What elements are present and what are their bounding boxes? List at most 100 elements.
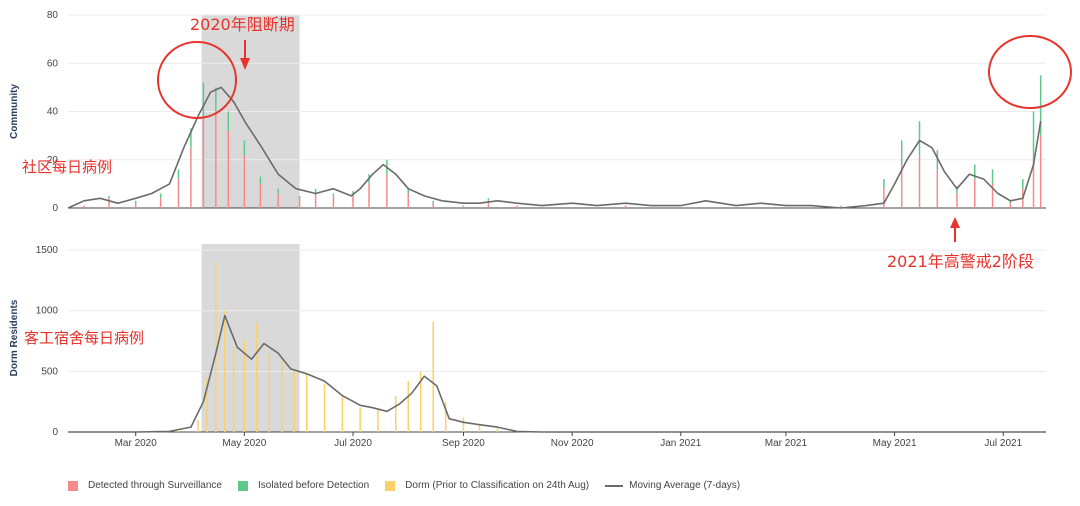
legend-swatch-moving-average [605,484,624,487]
bar-dorm [243,341,246,432]
bar-isolated [936,150,939,170]
bar-isolated [407,188,410,194]
bar-surveillance [134,203,137,208]
bar-surveillance [900,164,903,208]
x-tick-label: Jan 2021 [660,438,702,449]
bar-isolated [314,188,317,194]
bar-isolated [1039,75,1042,136]
bar-surveillance [243,154,246,208]
bar-dorm [256,322,258,432]
bar-isolated [332,193,335,196]
x-tick-label: Sep 2020 [442,438,485,449]
panel-dorm: 0 500 1000 1500 Dorm Residents [9,244,1046,438]
bar-dorm [377,410,379,432]
moving-average-line [67,86,1042,209]
bar-surveillance [386,174,388,208]
bar-isolated [487,198,490,201]
y-tick-label: 80 [47,10,59,21]
bar-dorm [462,417,465,432]
bar-dorm [323,383,326,432]
y-tick-label: 40 [47,107,59,118]
bar-surveillance [956,193,958,208]
bar-isolated [227,111,230,131]
bar-surveillance [883,188,885,208]
panel-community: 0 20 40 60 80 Community [9,10,1046,214]
bar-surveillance [432,203,434,208]
legend-label-dorm: Dorm (Prior to Classification on 24th Au… [405,480,590,491]
bar-isolated [1022,179,1024,189]
bar-isolated [134,200,137,204]
legend-item-surveillance[interactable]: Detected through Surveillance [68,480,222,491]
bar-surveillance [202,116,205,208]
highlight-circle-2021 [988,35,1072,109]
bar-surveillance [918,154,921,208]
bar-surveillance [83,205,85,208]
bar-surveillance [215,111,217,208]
bar-dorm [478,424,481,432]
bar-surveillance [277,193,279,208]
bar-surveillance [314,193,317,208]
bar-isolated [177,169,180,180]
bar-dorm [215,262,217,432]
bar-surveillance [190,147,192,208]
legend-item-isolated[interactable]: Isolated before Detection [237,480,370,491]
legend-label-surveillance: Detected through Surveillance [88,480,222,491]
bar-isolated [108,195,110,199]
annotation-community-daily: 社区每日病例 [22,158,112,176]
y-tick-label: 0 [52,203,58,214]
bar-isolated [202,82,205,117]
x-tick-label: May 2020 [222,438,266,449]
legend-swatch-surveillance [68,480,78,491]
bar-isolated [956,186,958,194]
chart-legend: Detected through Surveillance Isolated b… [68,480,756,491]
y-tick-label: 500 [41,366,58,377]
bar-surveillance [487,200,490,208]
bar-dorm [444,401,447,432]
bar-surveillance [298,198,301,208]
x-tick-label: Jul 2021 [984,438,1022,449]
bar-surveillance [407,193,410,208]
x-tick-label: Jul 2020 [334,438,372,449]
legend-label-isolated: Isolated before Detection [257,480,370,491]
annotation-dorm-daily: 客工宿舍每日病例 [24,329,144,347]
bar-surveillance [1039,135,1042,208]
bar-dorm [341,395,344,432]
y-tick-label: 1000 [36,306,59,317]
bar-dorm [224,310,226,432]
bar-dorm [268,353,271,432]
x-tick-label: Mar 2020 [115,438,158,449]
bar-dorm [496,428,499,432]
legend-label-moving-average: Moving Average (7-days) [629,480,741,491]
bar-dorm [395,395,397,432]
legend-item-dorm[interactable]: Dorm (Prior to Classification on 24th Au… [385,480,589,491]
bar-dorm [359,407,361,432]
bar-surveillance [840,205,842,208]
y-tick-label: 0 [52,427,58,438]
bar-isolated [991,169,994,184]
bar-isolated [1032,111,1035,160]
bar-surveillance [332,195,335,208]
bar-isolated [900,140,903,165]
bar-dorm [281,359,283,432]
bar-dorm [177,430,180,432]
bar-isolated [298,195,301,199]
bar-isolated [277,188,279,194]
bar-isolated [432,200,434,204]
bar-surveillance [259,183,262,208]
bar-surveillance [108,198,110,208]
bar-surveillance [936,169,939,208]
bar-surveillance [352,195,354,208]
bar-isolated [973,164,976,180]
x-tick-label: May 2021 [873,438,917,449]
bar-surveillance [159,198,162,208]
y-axis-title: Community [9,84,20,139]
bar-dorm [197,419,199,432]
highlight-circle-2020 [157,41,237,119]
bar-surveillance [368,183,370,208]
bar-dorm [232,347,235,432]
legend-swatch-dorm [385,480,396,491]
legend-item-moving-average[interactable]: Moving Average (7-days) [605,480,740,491]
y-tick-label: 1500 [36,245,59,256]
bar-isolated [243,140,246,155]
